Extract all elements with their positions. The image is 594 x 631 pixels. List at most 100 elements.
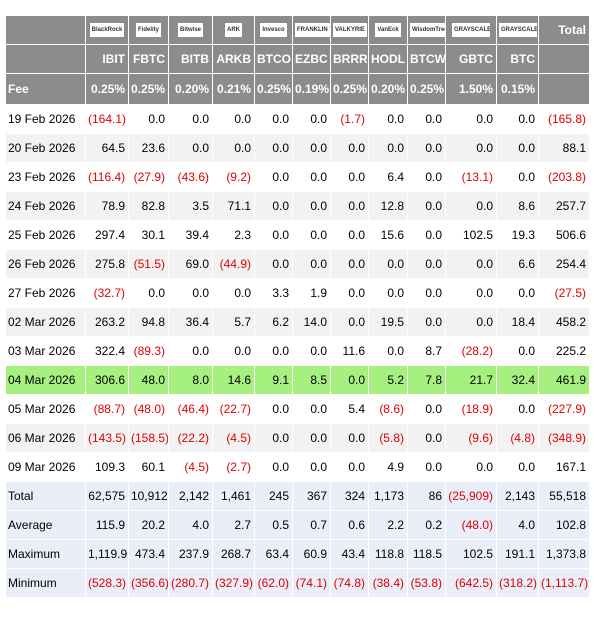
logo-cell: FRANKLIN TEMPLETON bbox=[292, 15, 331, 45]
flow-value: 109.3 bbox=[85, 452, 129, 482]
empty-cell bbox=[538, 73, 590, 105]
flow-value: 0.0 bbox=[292, 133, 331, 163]
issuer-logo: GRAYSCALE bbox=[452, 23, 490, 38]
flow-value: 0.5 bbox=[254, 510, 293, 540]
flow-value: 0.0 bbox=[254, 394, 293, 424]
row-label: 23 Feb 2026 bbox=[5, 162, 86, 192]
flow-value: 0.0 bbox=[445, 278, 497, 308]
row-label: Minimum bbox=[5, 568, 86, 598]
flow-value: 0.0 bbox=[407, 133, 446, 163]
flow-value: 6.4 bbox=[368, 162, 408, 192]
logo-cell: Bitwise bbox=[168, 15, 213, 45]
flow-value: 88.1 bbox=[538, 133, 590, 163]
ticker: IBIT bbox=[85, 44, 129, 74]
row-label: Maximum bbox=[5, 539, 86, 569]
flow-value: 461.9 bbox=[538, 365, 590, 395]
flow-value: 324 bbox=[330, 481, 369, 511]
flow-value: 8.5 bbox=[292, 365, 331, 395]
flow-value: 1,119.9 bbox=[85, 539, 129, 569]
flow-value: (88.7) bbox=[85, 394, 129, 424]
flow-value: 0.0 bbox=[496, 336, 539, 366]
flow-value: 0.0 bbox=[496, 278, 539, 308]
ticker-row: IBIT FBTC BITB ARKB BTCO EZBC BRRR HODL BTCW GBTC… bbox=[5, 44, 590, 74]
issuer-logo: Bitwise bbox=[177, 23, 203, 38]
summary-row: Minimum (528.3) (356.6) (280.7) (327.9) (62.0… bbox=[5, 568, 590, 598]
flow-value: 5.4 bbox=[330, 394, 369, 424]
flows-table: BlackRock Fidelity Bitwise ARK Invesco FRANKL… bbox=[5, 15, 590, 598]
flow-value: (27.5) bbox=[538, 278, 590, 308]
flow-value: (4.5) bbox=[168, 452, 213, 482]
flow-value: 0.0 bbox=[407, 104, 446, 134]
flow-value: 2.3 bbox=[212, 220, 255, 250]
flow-value: 0.0 bbox=[292, 162, 331, 192]
summary-row: Total 62,575 10,912 2,142 1,461 245 367 324 1,17… bbox=[5, 481, 590, 511]
flow-value: 0.0 bbox=[168, 336, 213, 366]
flow-value: (143.5) bbox=[85, 423, 129, 453]
flow-value: 11.6 bbox=[330, 336, 369, 366]
logo-row: BlackRock Fidelity Bitwise ARK Invesco FRANKL… bbox=[5, 15, 590, 45]
flow-value: 2,142 bbox=[168, 481, 213, 511]
flow-value: 0.0 bbox=[368, 336, 408, 366]
flow-value: 297.4 bbox=[85, 220, 129, 250]
flow-value: 14.0 bbox=[292, 307, 331, 337]
flow-value: 225.2 bbox=[538, 336, 590, 366]
logo-cell: BlackRock bbox=[85, 15, 129, 45]
flow-value: 6.2 bbox=[254, 307, 293, 337]
row-label: 26 Feb 2026 bbox=[5, 249, 86, 279]
flow-value: (528.3) bbox=[85, 568, 129, 598]
flow-value: 0.0 bbox=[330, 365, 369, 395]
flow-value: 8.7 bbox=[407, 336, 446, 366]
flow-value: 0.0 bbox=[254, 423, 293, 453]
ticker: FBTC bbox=[128, 44, 169, 74]
issuer-logo: ARK bbox=[225, 23, 242, 38]
flow-value: (9.6) bbox=[445, 423, 497, 453]
flow-value: 0.0 bbox=[496, 133, 539, 163]
fee: 0.25% bbox=[330, 73, 369, 105]
flow-value: 63.4 bbox=[254, 539, 293, 569]
flow-value: (158.5) bbox=[128, 423, 169, 453]
fee: 0.25% bbox=[407, 73, 446, 105]
row-label: 03 Mar 2026 bbox=[5, 336, 86, 366]
flow-value: 0.0 bbox=[496, 394, 539, 424]
flow-value: (27.9) bbox=[128, 162, 169, 192]
row-label: 05 Mar 2026 bbox=[5, 394, 86, 424]
day-row: 20 Feb 2026 64.5 23.6 0.0 0.0 0.0 0.0 0.0 0.0 0.0… bbox=[5, 133, 590, 163]
issuer-logo: Fidelity bbox=[135, 23, 161, 38]
flow-value: 19.5 bbox=[368, 307, 408, 337]
summary-row: Maximum 1,119.9 473.4 237.9 268.7 63.4 60.9 43.… bbox=[5, 539, 590, 569]
fee-row: Fee 0.25% 0.25% 0.20% 0.21% 0.25% 0.19% 0.25% 0.… bbox=[5, 73, 590, 105]
row-label: 19 Feb 2026 bbox=[5, 104, 86, 134]
flow-value: (89.3) bbox=[128, 336, 169, 366]
flow-value: 0.0 bbox=[368, 133, 408, 163]
flow-value: 275.8 bbox=[85, 249, 129, 279]
logo-cell: GRAYSCALE bbox=[496, 15, 539, 45]
summary-row: Average 115.9 20.2 4.0 2.7 0.5 0.7 0.6 2.2 0.2 (48… bbox=[5, 510, 590, 540]
empty-cell bbox=[538, 44, 590, 74]
row-label: 02 Mar 2026 bbox=[5, 307, 86, 337]
row-label: 04 Mar 2026 bbox=[5, 365, 86, 395]
issuer-logo: VALKYRIE bbox=[333, 23, 367, 38]
flow-value: 0.0 bbox=[407, 191, 446, 221]
flow-value: 1,461 bbox=[212, 481, 255, 511]
fee: 0.25% bbox=[85, 73, 129, 105]
flow-value: (9.2) bbox=[212, 162, 255, 192]
flow-value: 60.9 bbox=[292, 539, 331, 569]
flow-value: 0.0 bbox=[407, 423, 446, 453]
issuer-logo: FRANKLIN TEMPLETON bbox=[295, 23, 330, 38]
flow-value: 2.7 bbox=[212, 510, 255, 540]
logo-cell: Fidelity bbox=[128, 15, 169, 45]
flow-value: 55,518 bbox=[538, 481, 590, 511]
flow-value: 0.7 bbox=[292, 510, 331, 540]
flow-value: 2.2 bbox=[368, 510, 408, 540]
flow-value: 0.6 bbox=[330, 510, 369, 540]
flow-value: 9.1 bbox=[254, 365, 293, 395]
flow-value: 118.8 bbox=[368, 539, 408, 569]
logo-cell: Invesco bbox=[254, 15, 293, 45]
flow-value: (51.5) bbox=[128, 249, 169, 279]
flow-value: 102.5 bbox=[445, 539, 497, 569]
flow-value: 191.1 bbox=[496, 539, 539, 569]
flow-value: 0.0 bbox=[330, 191, 369, 221]
flow-value: (22.2) bbox=[168, 423, 213, 453]
flow-value: 20.2 bbox=[128, 510, 169, 540]
flow-value: 0.0 bbox=[368, 104, 408, 134]
